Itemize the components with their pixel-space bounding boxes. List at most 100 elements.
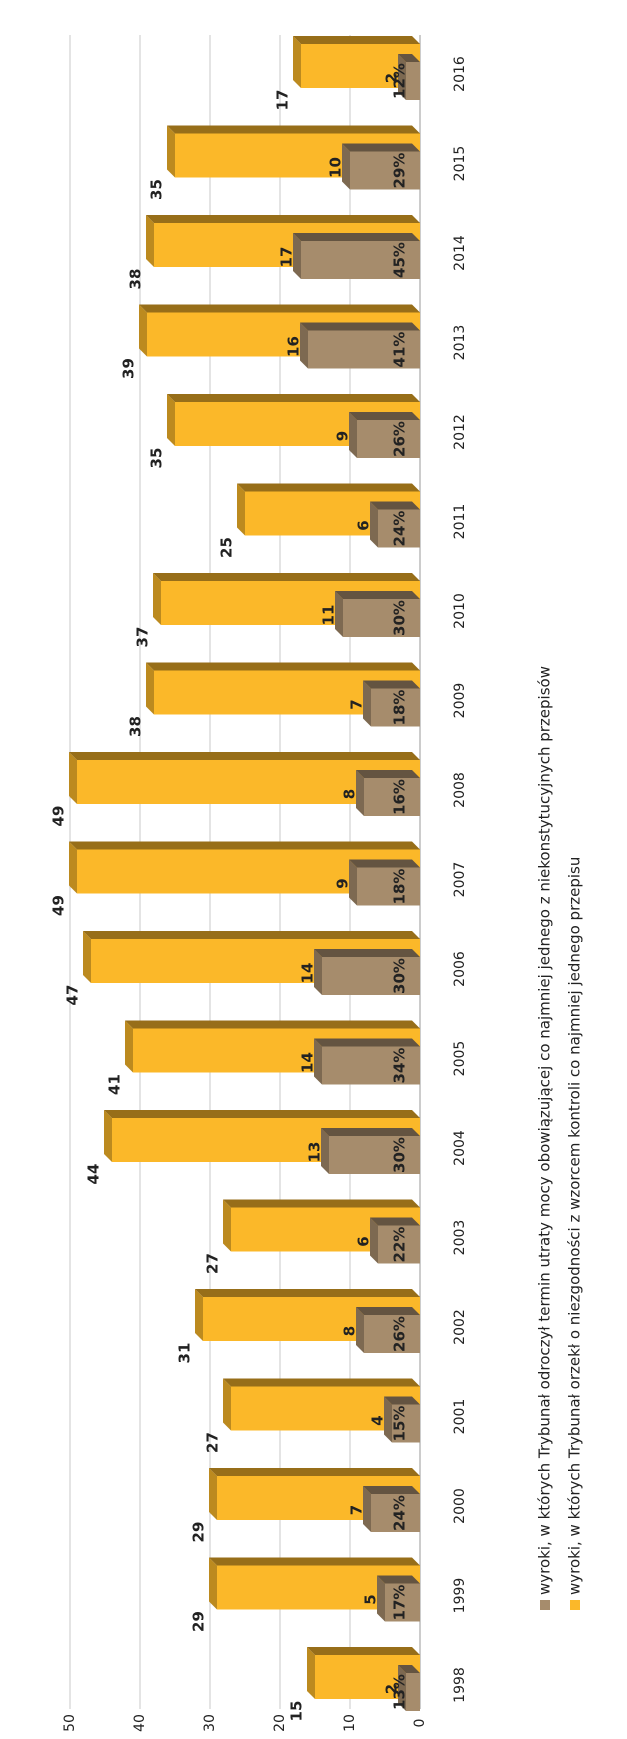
bar: [378, 1225, 420, 1264]
value-label: 41: [106, 1074, 124, 1095]
x-tick-label: 2010: [452, 593, 468, 629]
share-label: 30%: [391, 1137, 409, 1173]
bar-top: [377, 1575, 385, 1622]
bar-side: [293, 233, 420, 241]
share-label: 15%: [391, 1406, 409, 1442]
bar-side: [223, 1378, 420, 1387]
bar-side: [293, 36, 420, 44]
bar-top: [335, 591, 343, 637]
share-label: 12%: [391, 63, 409, 99]
bar-top: [293, 36, 301, 88]
y-tick-label: 30: [202, 1714, 218, 1732]
y-tick-label: 0: [412, 1719, 428, 1728]
share-label: 16%: [391, 779, 409, 815]
bar-side: [370, 501, 420, 510]
bar-top: [223, 1378, 231, 1431]
bar-top: [398, 1665, 406, 1711]
share-label: 24%: [391, 1495, 409, 1531]
bar-side: [349, 412, 420, 420]
bar: [231, 1386, 420, 1431]
bar: [154, 670, 420, 715]
bar: [357, 420, 420, 458]
bar-side: [223, 1199, 420, 1208]
value-label: 31: [176, 1343, 194, 1364]
value-label: 10: [327, 157, 345, 178]
share-label: 30%: [391, 600, 409, 636]
bar-top: [349, 412, 357, 458]
bar: [371, 1494, 420, 1532]
bar-top: [209, 1468, 217, 1520]
bar: [350, 151, 420, 190]
bar-top: [83, 931, 91, 983]
bar-top: [363, 680, 371, 727]
bar-top: [300, 322, 308, 369]
x-tick-label: 1998: [452, 1667, 468, 1703]
bar-top: [398, 54, 406, 100]
x-tick-label: 2006: [452, 951, 468, 987]
bar-top: [384, 1396, 392, 1443]
bar: [77, 760, 420, 804]
y-tick-label: 50: [62, 1714, 78, 1732]
bar-top: [146, 215, 154, 267]
bar-top: [363, 1486, 371, 1532]
value-label: 13: [306, 1142, 324, 1163]
bar-side: [342, 143, 420, 152]
bar-top: [314, 949, 322, 995]
bar-top: [307, 1647, 315, 1699]
bar-side: [300, 322, 420, 331]
share-label: 29%: [391, 153, 409, 189]
bar-top: [209, 1557, 217, 1610]
x-tick-label: 2013: [452, 325, 468, 361]
bar-top: [69, 752, 77, 804]
value-label: 17: [278, 247, 296, 268]
bar-top: [342, 143, 350, 190]
bar-side: [167, 125, 420, 134]
bar-side: [139, 304, 420, 313]
bar-side: [349, 859, 420, 868]
bar: [308, 330, 420, 369]
share-label: 26%: [391, 1316, 409, 1352]
bar-top: [370, 501, 378, 548]
x-tick-label: 2000: [452, 1488, 468, 1524]
bar-top: [223, 1199, 231, 1252]
value-label: 15: [288, 1701, 306, 1722]
y-tick-label: 40: [132, 1714, 148, 1732]
x-tick-label: 2009: [452, 683, 468, 719]
value-label: 17: [274, 90, 292, 111]
bar-side: [335, 591, 420, 599]
value-label: 16: [285, 336, 303, 357]
bar-side: [398, 1665, 420, 1673]
bar-top: [69, 841, 77, 894]
bar-top: [321, 1128, 329, 1174]
value-label: 38: [127, 269, 145, 290]
value-label: 44: [85, 1164, 103, 1185]
x-tick-label: 2015: [452, 146, 468, 182]
y-tick-label: 20: [272, 1714, 288, 1732]
value-label: 5: [362, 1594, 380, 1604]
bar-top: [370, 1217, 378, 1264]
value-label: 9: [334, 431, 352, 441]
bar-top: [153, 573, 161, 625]
legend-swatch: [540, 1600, 550, 1610]
x-tick-label: 2014: [452, 235, 468, 271]
bar-side: [321, 1128, 420, 1136]
bar: [364, 1315, 420, 1353]
bar-side: [209, 1468, 420, 1476]
value-label: 14: [299, 963, 317, 984]
bar-side: [104, 1110, 420, 1118]
bar-side: [370, 1217, 420, 1226]
bar-side: [83, 931, 420, 939]
bar: [322, 1046, 420, 1085]
legend-swatch: [570, 1600, 580, 1610]
value-label: 11: [320, 605, 338, 626]
bar-side: [125, 1020, 420, 1029]
bar-side: [195, 1289, 420, 1297]
bar: [217, 1565, 420, 1610]
bar-side: [398, 54, 420, 62]
bar-top: [293, 233, 301, 279]
x-tick-label: 1999: [452, 1578, 468, 1614]
value-label: 6: [355, 520, 373, 530]
bar-side: [153, 573, 420, 581]
bar: [385, 1583, 420, 1622]
value-label: 2: [383, 1684, 401, 1694]
